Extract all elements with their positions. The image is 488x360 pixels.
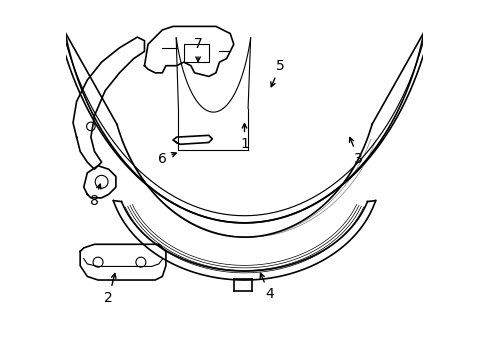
Text: 5: 5 (270, 59, 284, 87)
Text: 2: 2 (104, 274, 116, 305)
Text: 6: 6 (158, 152, 176, 166)
Text: 1: 1 (240, 123, 248, 151)
Text: 8: 8 (90, 184, 101, 208)
Text: 4: 4 (260, 273, 273, 301)
Text: 7: 7 (193, 37, 202, 61)
Text: 3: 3 (349, 138, 363, 166)
